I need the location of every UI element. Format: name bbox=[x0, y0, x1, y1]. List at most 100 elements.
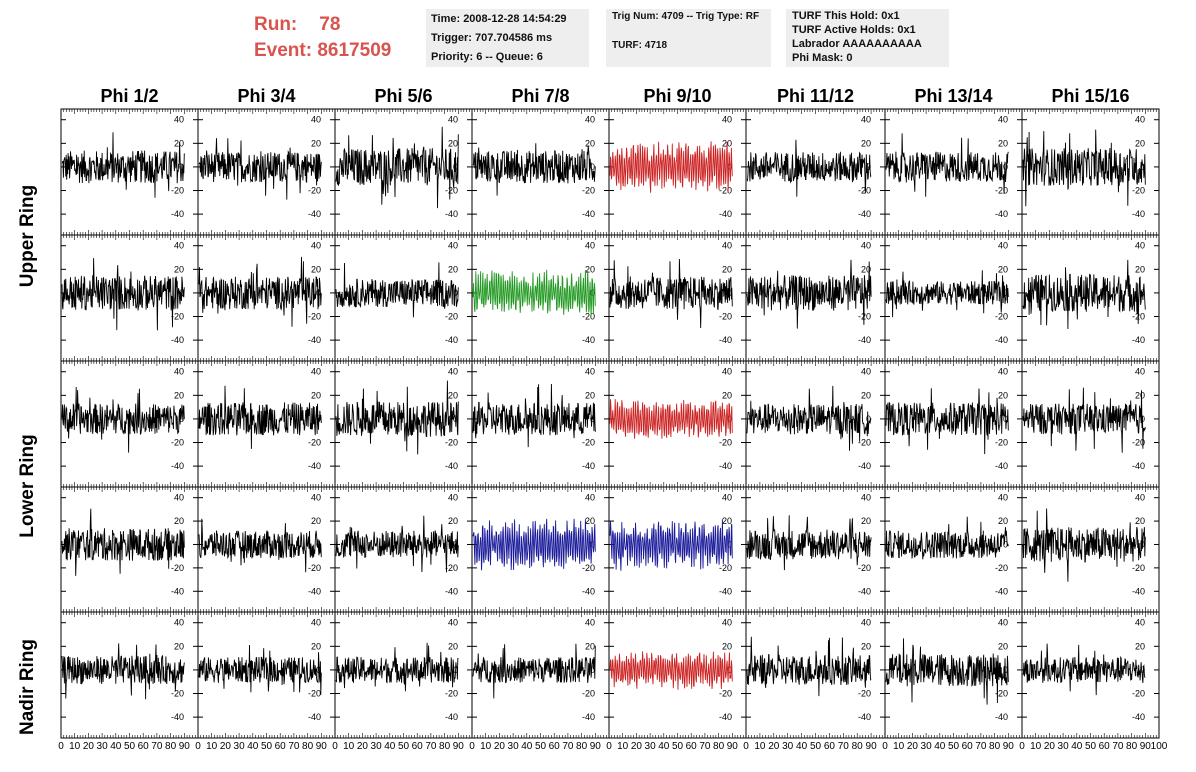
waveform-trace bbox=[609, 519, 733, 571]
x-tick-label: 10 bbox=[69, 741, 81, 752]
waveform-trace bbox=[61, 258, 185, 331]
y-tick-label: 40 bbox=[585, 367, 595, 377]
y-tick-label: 20 bbox=[448, 390, 458, 400]
waveform-trace bbox=[609, 141, 733, 193]
y-tick-label: -20 bbox=[308, 689, 321, 699]
y-tick-label: 40 bbox=[861, 367, 871, 377]
x-tick-label: 30 bbox=[782, 741, 794, 752]
x-tick-label: 80 bbox=[1126, 741, 1138, 752]
y-tick-label: 40 bbox=[585, 618, 595, 628]
y-tick-label: -40 bbox=[719, 209, 732, 219]
y-tick-label: -40 bbox=[995, 461, 1008, 471]
y-tick-label: -40 bbox=[308, 712, 321, 722]
x-tick-label: 0 bbox=[469, 741, 475, 752]
x-tick-label: 90 bbox=[453, 741, 465, 752]
waveform-trace bbox=[609, 399, 733, 439]
time-text: Time: 2008-12-28 14:54:29 bbox=[431, 13, 567, 25]
y-tick-label: 20 bbox=[861, 138, 871, 148]
x-tick-label: 30 bbox=[97, 741, 109, 752]
y-tick-label: 40 bbox=[311, 241, 321, 251]
turf-active-holds: TURF Active Holds: 0x1 bbox=[792, 24, 916, 36]
waveform-trace bbox=[746, 139, 872, 197]
y-tick-label: 40 bbox=[998, 241, 1008, 251]
y-tick-label: -20 bbox=[858, 689, 871, 699]
x-tick-label: 50 bbox=[1085, 741, 1097, 752]
y-tick-label: 40 bbox=[311, 493, 321, 503]
waveform-trace bbox=[335, 515, 459, 573]
x-tick-label: 90 bbox=[316, 741, 328, 752]
x-tick-label: 0 bbox=[1019, 741, 1025, 752]
x-tick-label: 80 bbox=[576, 741, 588, 752]
y-tick-label: -40 bbox=[308, 586, 321, 596]
x-tick-label: 50 bbox=[124, 741, 136, 752]
y-tick-label: -20 bbox=[995, 438, 1008, 448]
turf-num-text: TURF: 4718 bbox=[612, 40, 668, 51]
waveform-trace bbox=[61, 508, 185, 576]
trig-num-text: Trig Num: 4709 -- Trig Type: RF bbox=[612, 11, 760, 22]
waveform-trace bbox=[472, 269, 596, 317]
x-tick-label: 60 bbox=[412, 741, 424, 752]
x-tick-label: 50 bbox=[810, 741, 822, 752]
y-tick-label: 20 bbox=[311, 390, 321, 400]
y-tick-label: 20 bbox=[311, 516, 321, 526]
y-tick-label: -20 bbox=[582, 312, 595, 322]
y-tick-label: -20 bbox=[858, 438, 871, 448]
waveform-trace bbox=[885, 516, 1009, 560]
y-tick-label: 20 bbox=[1135, 641, 1145, 651]
x-tick-label: 40 bbox=[247, 741, 259, 752]
x-tick-label: 10 bbox=[480, 741, 492, 752]
y-tick-label: 40 bbox=[585, 493, 595, 503]
waveform-trace bbox=[1022, 129, 1146, 207]
x-tick-label: 60 bbox=[686, 741, 698, 752]
waveform-trace bbox=[1022, 259, 1146, 330]
y-tick-label: -20 bbox=[1132, 438, 1145, 448]
y-tick-label: -40 bbox=[171, 209, 184, 219]
y-tick-label: -20 bbox=[719, 689, 732, 699]
y-tick-label: 40 bbox=[861, 115, 871, 125]
x-tick-label: 50 bbox=[948, 741, 960, 752]
y-tick-label: 20 bbox=[311, 264, 321, 274]
y-tick-label: 20 bbox=[448, 641, 458, 651]
y-tick-label: 40 bbox=[998, 367, 1008, 377]
y-tick-label: 40 bbox=[448, 618, 458, 628]
y-tick-label: 20 bbox=[722, 390, 732, 400]
x-tick-label: 70 bbox=[151, 741, 163, 752]
x-tick-label: 0 bbox=[606, 741, 612, 752]
y-tick-label: -40 bbox=[995, 712, 1008, 722]
y-tick-label: 40 bbox=[448, 241, 458, 251]
y-tick-label: 20 bbox=[174, 641, 184, 651]
y-tick-label: 40 bbox=[861, 618, 871, 628]
x-tick-label: 80 bbox=[439, 741, 451, 752]
phi-header-6: Phi 11/12 bbox=[776, 86, 855, 106]
turf-info-box: TURF This Hold: 0x1 TURF Active Holds: 0… bbox=[786, 9, 949, 67]
x-tick-label: 20 bbox=[494, 741, 506, 752]
y-tick-label: -20 bbox=[858, 312, 871, 322]
waveform-trace bbox=[335, 262, 459, 318]
y-tick-label: -40 bbox=[445, 586, 458, 596]
y-tick-label: 40 bbox=[722, 241, 732, 251]
waveform-trace bbox=[1022, 508, 1146, 582]
run-value: 78 bbox=[319, 14, 341, 35]
waveform-trace bbox=[198, 644, 322, 695]
waveform-trace bbox=[198, 385, 322, 449]
y-tick-label: -20 bbox=[445, 438, 458, 448]
y-tick-label: -40 bbox=[858, 712, 871, 722]
waveform-trace bbox=[472, 643, 596, 699]
x-tick-label: 70 bbox=[425, 741, 437, 752]
waveform-trace bbox=[198, 518, 322, 573]
y-tick-label: -40 bbox=[995, 209, 1008, 219]
y-tick-label: 20 bbox=[448, 264, 458, 274]
waveform-panel-r2-c7: 40 20 0 -20 -40 bbox=[884, 234, 1023, 362]
y-tick-label: 20 bbox=[311, 641, 321, 651]
y-tick-label: 20 bbox=[448, 516, 458, 526]
y-tick-label: 40 bbox=[1135, 241, 1145, 251]
waveform-trace bbox=[198, 138, 322, 200]
y-tick-label: -20 bbox=[582, 438, 595, 448]
